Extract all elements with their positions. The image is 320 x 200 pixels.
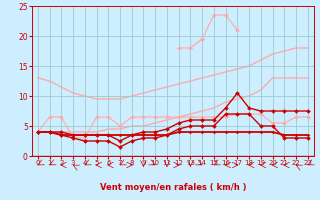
X-axis label: Vent moyen/en rafales ( km/h ): Vent moyen/en rafales ( km/h ) [100, 183, 246, 192]
